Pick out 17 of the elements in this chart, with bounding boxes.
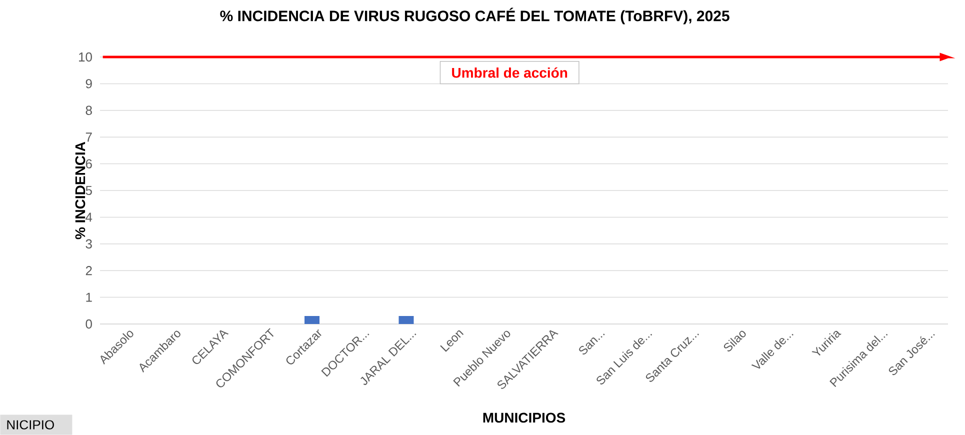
y-tick-label: 5 <box>86 186 92 196</box>
x-tick-label: Valle de... <box>751 334 794 369</box>
y-tick-label: 8 <box>86 106 92 115</box>
y-tick-label: 10 <box>79 52 92 62</box>
text: NICIPIO <box>7 420 54 430</box>
y-tick-label: 2 <box>86 266 92 276</box>
y-tick-label: 0 <box>86 319 92 329</box>
y-tick-label: 9 <box>86 79 92 88</box>
y-axis-title: % INCIDENCIA <box>75 142 86 240</box>
y-tick-label: 7 <box>86 132 92 142</box>
y-tick-label: 1 <box>86 292 92 302</box>
y-tick-label: 4 <box>86 212 92 222</box>
ref-line-label: Umbral de acción <box>452 67 568 78</box>
y-tick-label: 6 <box>86 159 92 168</box>
y-tick-label: 3 <box>86 239 92 248</box>
x-axis-title: MUNICIPIOS <box>483 412 566 423</box>
chart-title: % INCIDENCIA DE VIRUS RUGOSO CAFÉ DEL TOMATE (ToBRFV), 2025 <box>220 8 730 24</box>
